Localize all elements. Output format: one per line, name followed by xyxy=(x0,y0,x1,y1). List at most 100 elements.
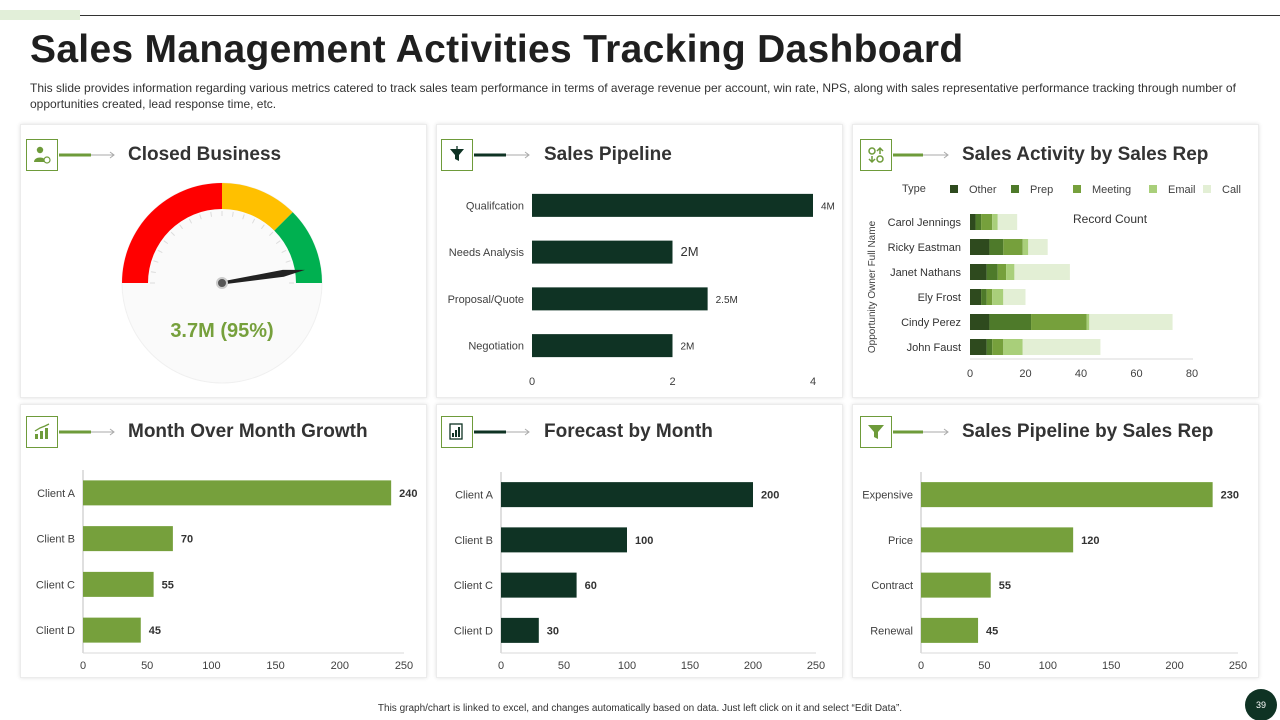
data-label: 45 xyxy=(986,625,998,637)
gauge-tick xyxy=(275,240,281,245)
connector-arrow-icon xyxy=(474,151,530,159)
sales-activity-chart: Type Other Prep Meeting Email Call Record Coun… xyxy=(867,183,1241,380)
stack-segment-email xyxy=(992,289,1004,305)
filter-funnel-icon xyxy=(860,416,892,448)
stack-segment-prep xyxy=(981,289,987,305)
gauge-tick xyxy=(260,224,265,230)
stack-segment-call xyxy=(997,214,1018,230)
stack-segment-meeting xyxy=(1031,314,1087,330)
data-label: 55 xyxy=(999,580,1011,592)
gauge-band-red xyxy=(122,183,222,283)
stack-segment-other xyxy=(970,264,987,280)
panel-sales-pipeline: Sales Pipeline Qualifcation 4M Needs Analy… xyxy=(436,124,843,398)
stack-segment-prep xyxy=(986,264,998,280)
category-label: Contract xyxy=(871,580,913,592)
closed-business-gauge: 3.7M (95%) xyxy=(121,182,323,384)
stack-segment-call xyxy=(1014,264,1070,280)
data-label: 70 xyxy=(181,534,193,546)
bar xyxy=(532,334,673,358)
gauge-tick xyxy=(210,211,213,217)
panel-closed-business: Closed Business 3.7M (95%) xyxy=(20,124,427,398)
user-money-icon xyxy=(26,139,58,171)
gauge-tick xyxy=(285,260,291,263)
category-label: Ely Frost xyxy=(918,292,961,304)
category-label: Client C xyxy=(36,579,75,591)
gauge-tick xyxy=(188,218,193,224)
data-label: 230 xyxy=(1221,490,1239,502)
stack-segment-other xyxy=(970,214,976,230)
data-label: 100 xyxy=(635,535,653,547)
legend-label: Email xyxy=(1168,184,1196,196)
data-label: 2.5M xyxy=(716,295,738,306)
category-label: Expensive xyxy=(862,490,913,502)
x-tick-label: 60 xyxy=(1130,368,1142,380)
x-tick-label: 50 xyxy=(978,660,990,672)
bar xyxy=(501,527,627,553)
forecast-chart: Client A 200 Client B 100 Client C 60 Client D… xyxy=(454,472,825,672)
sales-activity-title: Sales Activity by Sales Rep xyxy=(962,144,1209,165)
category-label: Renewal xyxy=(870,625,913,637)
bar xyxy=(83,526,173,552)
x-tick-label: 2 xyxy=(669,376,675,388)
x-tick-label: 50 xyxy=(558,660,570,672)
x-tick-label: 250 xyxy=(395,660,413,672)
x-tick-label: 0 xyxy=(498,660,504,672)
stack-segment-email xyxy=(1086,314,1090,330)
bar xyxy=(921,572,991,598)
category-label: Negotiation xyxy=(468,341,524,353)
gauge-tick xyxy=(231,211,234,217)
bar xyxy=(532,240,673,264)
panel-month-over-month: Month Over Month Growth Client A 240 Clien… xyxy=(20,404,427,678)
connector-arrow-icon xyxy=(893,428,949,436)
forecast-title: Forecast by Month xyxy=(544,421,713,442)
category-label: Qualifcation xyxy=(466,200,524,212)
data-label: 2M xyxy=(681,342,695,353)
page-title: Sales Management Activities Tracking Das… xyxy=(30,28,964,71)
category-label: Price xyxy=(888,535,913,547)
gauge-tick xyxy=(242,214,245,220)
category-label: Client C xyxy=(454,580,493,592)
gauge-band-green xyxy=(274,212,322,283)
legend-swatch xyxy=(1073,185,1081,193)
category-label: Client B xyxy=(454,535,493,547)
category-label: Client A xyxy=(37,488,76,500)
stack-segment-email xyxy=(1022,239,1029,255)
page-number-badge: 39 xyxy=(1245,689,1277,720)
gauge-tick xyxy=(150,271,156,274)
stack-segment-call xyxy=(1089,314,1173,330)
mom-growth-title: Month Over Month Growth xyxy=(128,421,368,442)
stack-segment-meeting xyxy=(992,339,1004,355)
gauge-pivot xyxy=(216,277,228,289)
category-label: Ricky Eastman xyxy=(888,242,961,254)
sales-pipeline-chart: Qualifcation 4M Needs Analysis 2M Proposal/Q… xyxy=(448,193,835,388)
top-accent-bar xyxy=(0,10,80,20)
legend-swatch xyxy=(1011,185,1019,193)
pipeline-by-rep-title: Sales Pipeline by Sales Rep xyxy=(962,421,1214,442)
data-label: 45 xyxy=(149,625,161,637)
bar xyxy=(83,480,392,506)
legend-swatch xyxy=(1203,185,1211,193)
legend-label: Other xyxy=(969,184,997,196)
gauge-tick xyxy=(157,249,163,254)
legend-label: Call xyxy=(1222,184,1241,196)
footer-note: This graph/chart is linked to excel, and… xyxy=(377,703,903,714)
stack-segment-other xyxy=(970,314,990,330)
gauge-tick xyxy=(163,240,169,245)
category-label: John Faust xyxy=(907,342,961,354)
category-label: Cindy Perez xyxy=(901,317,961,329)
x-tick-label: 0 xyxy=(918,660,924,672)
category-label: Client D xyxy=(454,625,493,637)
x-axis-title: Record Count xyxy=(1073,212,1148,226)
bar xyxy=(501,617,539,643)
closed-business-title: Closed Business xyxy=(128,144,282,165)
bar xyxy=(921,482,1213,508)
connector-arrow-icon xyxy=(893,151,949,159)
data-label: 2M xyxy=(681,244,699,259)
top-rule xyxy=(80,15,1280,16)
bar xyxy=(83,617,141,643)
stack-segment-meeting xyxy=(986,289,993,305)
category-label: Needs Analysis xyxy=(449,247,525,259)
category-label: Carol Jennings xyxy=(888,217,962,229)
x-tick-label: 100 xyxy=(202,660,220,672)
gauge-needle xyxy=(221,269,305,285)
